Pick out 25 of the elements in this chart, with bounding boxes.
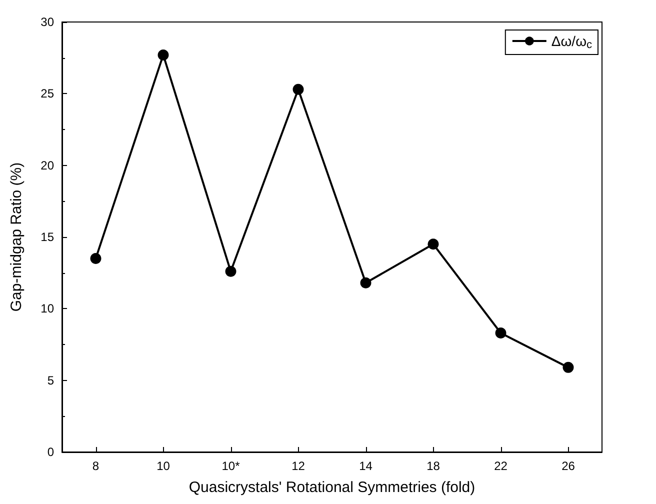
x-tick-label: 10* [222, 459, 240, 473]
y-tick-label: 15 [40, 230, 54, 244]
y-tick-label: 5 [47, 373, 54, 388]
point [495, 328, 506, 339]
y-tick-label: 0 [47, 445, 54, 459]
x-tick-label: 18 [426, 459, 440, 473]
y-tick-label: 20 [40, 158, 54, 172]
point [562, 362, 574, 373]
point [292, 84, 304, 95]
y-tick-label: 10 [40, 302, 54, 316]
x-tick-label: 22 [494, 459, 508, 473]
x-axis-title: Quasicrystals' Rotational Symmetries (fold) [188, 479, 476, 496]
y-tick-label: 25 [40, 86, 54, 101]
point [360, 277, 372, 288]
point [90, 253, 102, 264]
point [158, 49, 169, 60]
x-tick-label: 26 [562, 459, 576, 473]
point [225, 266, 236, 277]
x-tick-label: 8 [92, 459, 100, 473]
x-tick-label: 14 [359, 459, 373, 473]
y-axis-title: Gap-midgap Ratio (%) [8, 162, 25, 312]
y-tick-label: 30 [40, 15, 54, 29]
x-tick-label: 10 [156, 459, 170, 473]
x-tick-label: 12 [292, 459, 306, 473]
point [428, 238, 439, 250]
